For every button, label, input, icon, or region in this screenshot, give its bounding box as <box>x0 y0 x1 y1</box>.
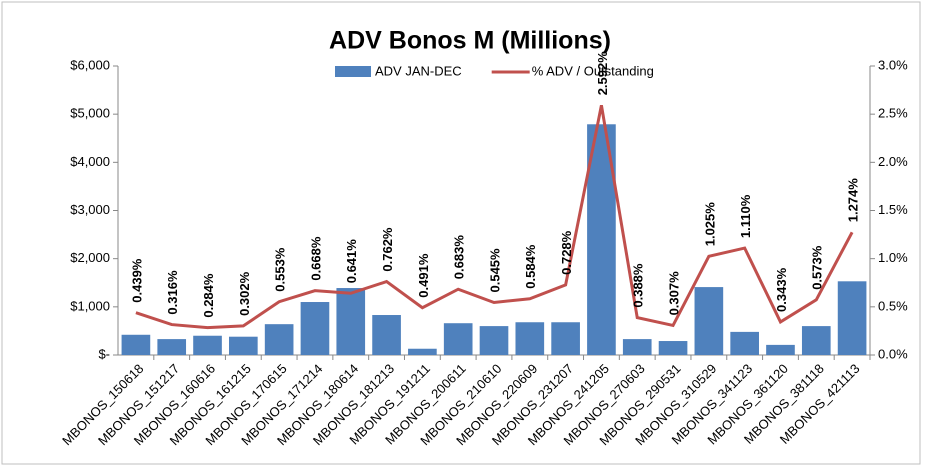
bar <box>801 326 831 355</box>
data-label: 0.491% <box>416 253 431 298</box>
y2-tick-label: 1.5% <box>878 202 908 217</box>
bar <box>193 335 222 355</box>
bar <box>157 339 187 355</box>
data-label: 0.668% <box>308 236 323 281</box>
data-label: 0.388% <box>631 263 646 308</box>
legend-label: % ADV / Outstanding <box>532 63 654 78</box>
legend-label: ADV JAN-DEC <box>375 63 462 78</box>
bar <box>551 322 580 355</box>
bar <box>766 344 795 355</box>
bar <box>694 287 724 355</box>
y-tick-label: $- <box>98 346 110 361</box>
data-label: 0.641% <box>344 239 359 284</box>
bar <box>479 326 509 355</box>
y-tick-label: $5,000 <box>70 106 110 121</box>
bar <box>264 324 294 355</box>
data-label: 0.302% <box>237 271 252 316</box>
data-label: 0.284% <box>201 273 216 318</box>
data-label: 0.584% <box>523 244 538 289</box>
data-label: 0.553% <box>273 247 288 292</box>
data-label: 0.728% <box>559 230 574 275</box>
data-label: 0.545% <box>487 248 502 293</box>
bar <box>837 281 867 355</box>
bar <box>408 348 437 355</box>
data-label: 0.683% <box>452 235 467 280</box>
y-tick-label: $4,000 <box>70 154 110 169</box>
bar <box>730 331 759 355</box>
data-label: 0.762% <box>380 227 395 272</box>
y2-tick-label: 2.5% <box>878 106 908 121</box>
y2-tick-label: 1.0% <box>878 250 908 265</box>
y-tick-label: $2,000 <box>70 250 110 265</box>
data-label: 1.274% <box>846 178 861 223</box>
y-tick-label: $6,000 <box>70 57 110 72</box>
chart-title: ADV Bonos M (Millions) <box>329 27 611 55</box>
data-label: 2.592% <box>595 51 610 96</box>
line <box>135 105 854 330</box>
y2-tick-label: 2.0% <box>878 154 908 169</box>
bar <box>515 322 545 355</box>
bar <box>443 323 473 355</box>
y-tick-label: $1,000 <box>70 298 110 313</box>
y2-tick-label: 0.0% <box>878 346 908 361</box>
bar <box>372 315 401 355</box>
data-label: 0.439% <box>129 258 144 303</box>
data-label: 1.110% <box>738 194 753 238</box>
data-label: 0.307% <box>666 271 681 316</box>
bar <box>121 334 151 355</box>
bar <box>229 336 258 355</box>
bar <box>622 339 652 355</box>
data-label: 1.025% <box>702 202 717 247</box>
bar <box>658 341 688 355</box>
y2-tick-label: 3.0% <box>878 57 908 72</box>
y-tick-label: $3,000 <box>70 202 110 217</box>
bar <box>336 288 366 355</box>
data-label: 0.573% <box>810 245 825 290</box>
data-label: 0.316% <box>165 270 180 315</box>
bar <box>300 302 330 355</box>
legend-swatch <box>335 66 371 77</box>
data-label: 0.343% <box>774 267 789 312</box>
y2-tick-label: 0.5% <box>878 298 908 313</box>
